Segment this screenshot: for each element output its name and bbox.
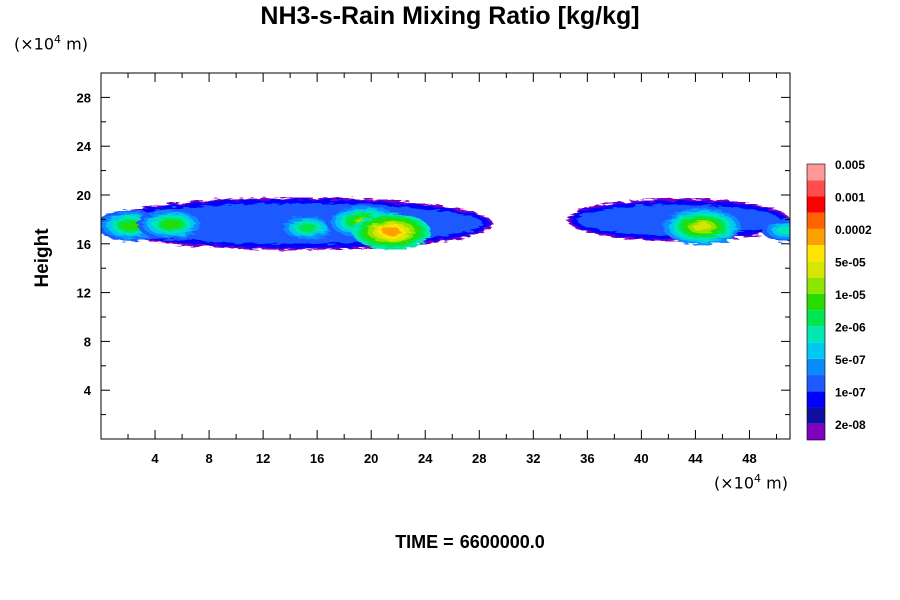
y-tick-label: 8 — [84, 334, 91, 349]
colorbar-label: 1e-05 — [835, 288, 866, 302]
colorbar-swatch — [807, 342, 825, 359]
field-layer — [101, 197, 790, 250]
colorbar-legend: 2e-08 1e-07 5e-07 2e-06 1e-05 5e-05 0.0002 0.00… — [806, 158, 872, 441]
colorbar-swatch — [807, 180, 825, 197]
colorbar-label: 5e-07 — [835, 353, 866, 367]
colorbar-swatch — [807, 212, 825, 229]
colorbar-swatch — [807, 358, 825, 376]
colorbar-frame — [806, 163, 826, 441]
cloud-core-contour — [693, 222, 712, 232]
cloud-core-contour — [776, 226, 790, 235]
time-value: 6600000.0 — [459, 532, 545, 552]
cloud-core-contour — [121, 221, 140, 230]
y-tick-label: 4 — [84, 383, 92, 398]
x-tick-label: 24 — [418, 451, 433, 466]
colorbar-swatch — [807, 245, 825, 262]
colorbar-label: 5e-05 — [835, 255, 866, 269]
x-tick-label: 20 — [364, 451, 378, 466]
colorbar-swatch — [807, 196, 825, 213]
x-tick-label: 8 — [205, 451, 212, 466]
colorbar-swatch — [807, 375, 825, 392]
colorbar-swatch — [807, 164, 825, 181]
time-label: TIME = — [395, 532, 454, 552]
colorbar-label: 1e-07 — [835, 385, 866, 399]
colorbar-label: 0.001 — [835, 190, 865, 204]
cloud-core-contour — [382, 227, 401, 236]
plot-frame — [100, 72, 791, 440]
y-tick-label: 12 — [77, 286, 91, 301]
x-tick-label: 16 — [310, 451, 324, 466]
cloud-core-contour — [298, 223, 317, 233]
colorbar-swatch — [807, 293, 825, 311]
x-tick-label: 44 — [688, 451, 703, 466]
x-tick-label: 12 — [256, 451, 270, 466]
y-tick-label: 28 — [77, 90, 91, 105]
chart-title: NH3-s-Rain Mixing Ratio [kg/kg] — [260, 2, 640, 30]
x-tick-label: 36 — [580, 451, 594, 466]
colorbar-label: 0.005 — [835, 158, 865, 172]
x-tick-label: 48 — [742, 451, 756, 466]
y-tick-label: 16 — [77, 237, 91, 252]
colorbar-swatch — [807, 228, 825, 246]
time-readout: TIME = 6600000.0 — [0, 532, 900, 553]
colorbar-label: 2e-08 — [835, 418, 866, 432]
y-tick-label: 20 — [77, 188, 91, 203]
x-axis-unit: (×104 m) — [714, 472, 788, 493]
x-tick-label: 28 — [472, 451, 486, 466]
colorbar-swatch — [807, 261, 825, 278]
colorbar-swatch — [807, 277, 825, 294]
colorbar-swatch — [807, 423, 825, 440]
x-tick-label: 4 — [151, 451, 159, 466]
x-tick-label: 32 — [526, 451, 540, 466]
colorbar-label: 0.0002 — [835, 223, 872, 237]
colorbar-swatch — [807, 326, 825, 343]
y-tick-label: 24 — [77, 139, 92, 154]
colorbar-label: 2e-06 — [835, 320, 866, 334]
cloud-core-contour — [162, 219, 181, 229]
y-axis-unit: (×104 m) — [14, 33, 88, 54]
x-tick-label: 40 — [634, 451, 648, 466]
colorbar-swatch — [807, 407, 825, 424]
colorbar-swatch — [807, 391, 825, 408]
colorbar-swatch — [807, 310, 825, 327]
